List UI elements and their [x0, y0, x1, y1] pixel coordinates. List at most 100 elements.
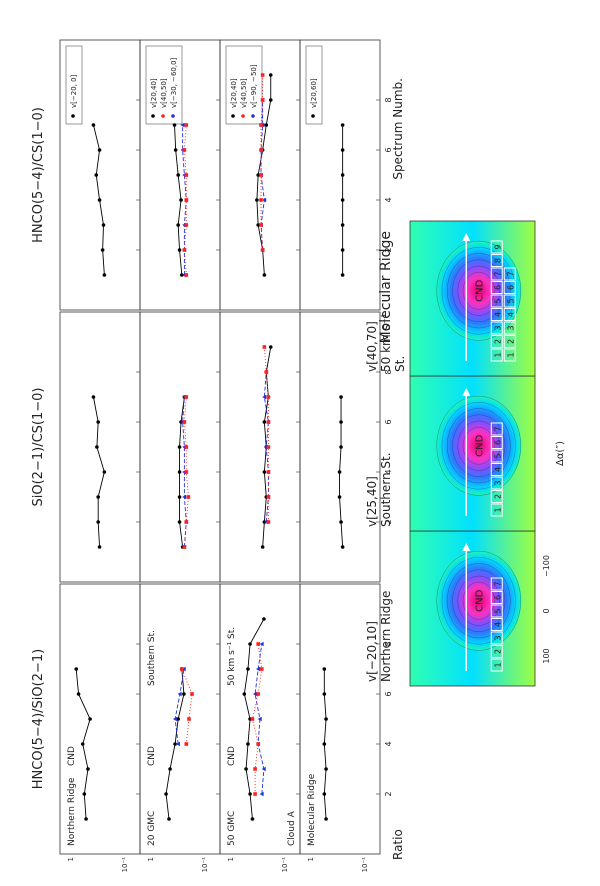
box [490, 294, 503, 308]
series-point [260, 545, 265, 549]
column-title: HNCO(5−4)/SiO(2−1) [31, 649, 46, 789]
legend-entry: v[−30, −60,0] [170, 57, 178, 108]
series-point [260, 248, 265, 252]
series-point [262, 345, 267, 349]
series-point [324, 817, 328, 821]
series-point [262, 470, 267, 474]
series-line [260, 75, 264, 251]
series-point [244, 767, 248, 771]
box [490, 618, 503, 631]
series-point [96, 520, 100, 524]
row-label: CND [67, 746, 77, 766]
series-point [177, 470, 182, 474]
box [490, 267, 503, 281]
series-point [173, 148, 178, 152]
series-point [340, 123, 345, 127]
panel-frame [299, 311, 381, 583]
x-tick-label: 2 [384, 519, 393, 524]
series-point [176, 173, 180, 177]
map-x-tick: −100 [542, 555, 551, 577]
x-tick-label: 4 [384, 469, 393, 474]
box-label: 5 [493, 298, 502, 303]
y-tick-label: 1 [147, 857, 155, 861]
map-panel: CND 1 2 3 4 5 6 7 8 9 1 2 3 4 5 6 7 v[40,70] 50 km s⁻¹ St. [365, 220, 536, 377]
box-label: 4 [506, 312, 515, 317]
box [503, 335, 516, 348]
series-point [250, 817, 255, 821]
box-label: 6 [493, 595, 502, 600]
legend-box [145, 45, 183, 125]
legend-marker [171, 114, 175, 118]
series-point [94, 173, 99, 177]
box-label: 5 [493, 453, 502, 458]
box [490, 254, 503, 267]
x-tick-label: 2 [384, 247, 393, 252]
series-point [255, 666, 260, 672]
series-point [324, 767, 328, 771]
series-point [184, 520, 189, 524]
box [490, 577, 503, 591]
series-point [177, 248, 182, 252]
channel-maps: Molecular Ridge CND 1 2 3 4 5 6 7 v[−20,10] Northe… [365, 220, 566, 687]
box-label: 2 [506, 339, 515, 344]
series-point [184, 173, 189, 177]
series-point [95, 445, 99, 449]
contour [457, 420, 500, 471]
contour [457, 265, 500, 316]
cnd-label: CND [475, 434, 486, 456]
legend-entry: v[20,40] [230, 78, 238, 108]
map-region: Southern St. [379, 452, 393, 527]
series-point [262, 394, 267, 400]
row-label: 20 GMC [147, 811, 157, 846]
ratio-panel: 2 4 6 8 [299, 39, 393, 311]
contour [462, 271, 495, 310]
box-label: 4 [493, 467, 502, 472]
legend-marker [311, 114, 315, 118]
ratio-panel: 2 4 6 8 [299, 311, 393, 583]
x-tick-label: 8 [384, 641, 393, 646]
series-point [82, 792, 87, 796]
legend-marker [151, 114, 155, 118]
panel-frame [219, 311, 301, 583]
box [503, 308, 516, 321]
box [490, 321, 503, 335]
series-point [184, 223, 189, 227]
x-tick-label: 8 [384, 369, 393, 374]
legend-marker [251, 114, 255, 118]
arrow-head [462, 388, 471, 396]
series-point [339, 420, 343, 424]
series-point [266, 520, 271, 524]
series-point [180, 273, 184, 277]
series-point [248, 642, 252, 646]
y-tick-label: 1 [67, 857, 75, 861]
series-point [168, 767, 172, 771]
contour [452, 569, 506, 632]
series-line [181, 668, 193, 745]
series-point [260, 98, 265, 102]
panel-frame [299, 39, 381, 311]
series-point [257, 716, 262, 722]
row-label: Southern St. [147, 630, 157, 686]
series-point [256, 742, 260, 746]
series-point [246, 742, 250, 746]
box [490, 240, 503, 254]
box-label: 4 [493, 622, 502, 627]
series-point [268, 98, 273, 102]
series-point [173, 742, 177, 746]
box [490, 645, 503, 658]
column-title: SiO(2−1)/CS(1−0) [31, 388, 46, 507]
series-point [339, 395, 343, 399]
series-point [91, 123, 96, 127]
emission-blob [436, 551, 522, 651]
series-point [340, 173, 345, 177]
legend-box [225, 45, 263, 125]
box-label: 8 [493, 258, 502, 263]
legend-box [305, 45, 323, 125]
series-point [260, 73, 265, 77]
series-point [266, 420, 271, 424]
series-point [322, 742, 327, 746]
y-tick-label: 10⁻¹ [361, 857, 369, 873]
x-axis-label: Spectrum Numb. [391, 78, 405, 180]
series-point [340, 248, 345, 252]
